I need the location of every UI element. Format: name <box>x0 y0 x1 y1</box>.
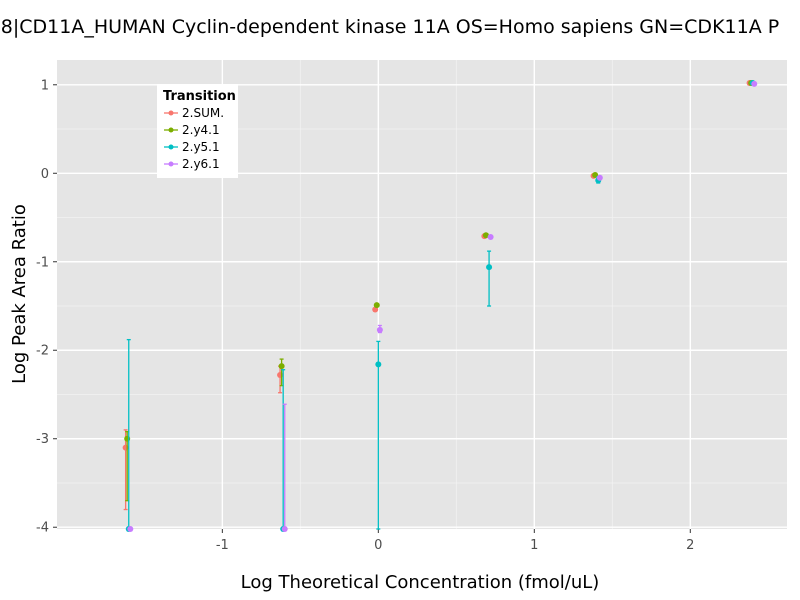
legend: Transition 2.SUM. 2.y4.1 2.y5.1 2.y6.1 <box>157 84 238 178</box>
x-tick-label: 2 <box>686 538 694 553</box>
x-axis-title: Log Theoretical Concentration (fmol/uL) <box>241 572 600 593</box>
y-tick-label: 1 <box>41 78 49 93</box>
y-tick-label: 0 <box>41 167 49 182</box>
x-tick-label: -1 <box>216 538 229 553</box>
legend-key-point <box>168 110 174 116</box>
x-tick-label: 0 <box>374 538 382 553</box>
legend-label: 2.y5.1 <box>182 140 220 154</box>
y-axis-ticks: -4 -3 -2 -1 0 1 <box>36 78 57 536</box>
legend-title: Transition <box>163 89 236 104</box>
legend-entry: 2.y5.1 <box>164 140 220 154</box>
legend-entries: 2.SUM. 2.y4.1 2.y5.1 2.y6.1 <box>164 106 224 171</box>
legend-label: 2.SUM. <box>182 106 224 120</box>
legend-key-point <box>168 127 174 133</box>
data-point <box>487 233 494 240</box>
y-tick-label: -4 <box>36 521 49 536</box>
legend-label: 2.y4.1 <box>182 123 220 137</box>
data-point <box>486 264 493 271</box>
data-marks <box>122 80 758 532</box>
data-point <box>373 302 380 309</box>
series-group <box>127 80 758 532</box>
data-point <box>376 326 383 333</box>
y-tick-label: -1 <box>36 255 49 270</box>
data-point <box>375 361 382 368</box>
series-group <box>125 80 756 532</box>
y-tick-label: -2 <box>36 344 49 359</box>
x-axis-ticks: -1 0 1 2 <box>216 529 694 553</box>
data-point <box>596 174 603 181</box>
data-point <box>751 80 758 87</box>
y-tick-label: -3 <box>36 432 49 447</box>
data-point <box>281 526 288 532</box>
legend-label: 2.y6.1 <box>182 157 220 171</box>
y-axis-title: Log Peak Area Ratio <box>9 204 30 384</box>
legend-key-point <box>168 144 174 150</box>
legend-key-point <box>168 161 174 167</box>
legend-entry: 2.y4.1 <box>164 123 220 137</box>
data-point <box>482 232 489 239</box>
legend-entry: 2.SUM. <box>164 106 224 120</box>
x-tick-label: 1 <box>530 538 538 553</box>
data-point <box>127 526 134 532</box>
legend-entry: 2.y6.1 <box>164 157 220 171</box>
data-point <box>278 363 285 370</box>
chart-title: 8|CD11A_HUMAN Cyclin-dependent kinase 11… <box>1 16 779 38</box>
